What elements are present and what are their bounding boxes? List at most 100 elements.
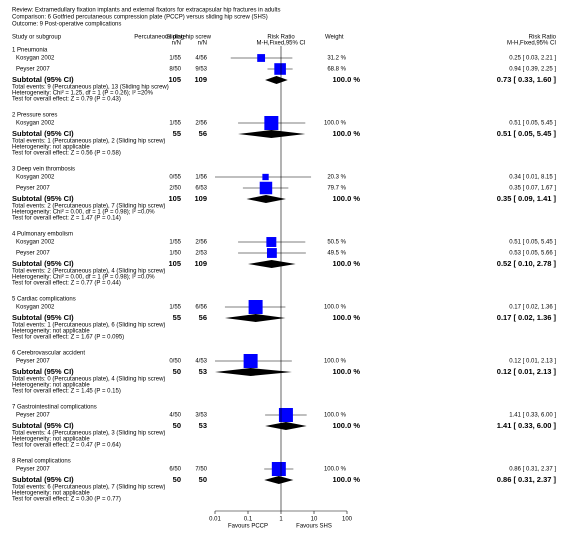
subtotal-n2: 53 [199, 367, 207, 376]
diamond [248, 260, 296, 268]
note: Total events: 9 (Percutaneous plate), 13… [12, 85, 169, 91]
group-title: 6 Cerebrovascular accident [12, 351, 85, 357]
effect-square [259, 181, 273, 195]
diamond [224, 314, 286, 322]
weight: 31.2 % [327, 56, 346, 62]
ci-text: 0.25 [ 0.03, 2.21 ] [509, 56, 556, 62]
x-tick-label: 10 [311, 517, 318, 523]
subtotal-weight: 100.0 % [332, 259, 360, 268]
study-name: Kosygan 2002 [16, 175, 55, 181]
study-name: Peyser 2007 [16, 186, 50, 192]
group-title: 3 Deep vein thrombosis [12, 167, 75, 173]
note: Heterogeneity: Chi² = 0.00, df = 1 (P = … [12, 210, 155, 216]
ci-text: 0.51 [ 0.05, 5.45 ] [509, 121, 556, 127]
left-label: Favours PCCP [228, 524, 268, 530]
effect-square [243, 354, 258, 368]
col-weight: Weight [325, 35, 344, 41]
subtotal-n1: 105 [168, 75, 181, 84]
group-title: 4 Pulmonary embolism [12, 232, 73, 238]
ci-text: 0.86 [ 0.31, 2.37 ] [509, 467, 556, 473]
events-2: 2/56 [195, 121, 207, 127]
study-name: Kosygan 2002 [16, 240, 55, 246]
subtotal-label: Subtotal (95% CI) [12, 313, 74, 322]
col-ci: Risk Ratio [529, 35, 557, 41]
subtotal-ci: 0.73 [ 0.33, 1.60 ] [497, 75, 557, 84]
effect-square [271, 462, 286, 476]
ci-text: 0.12 [ 0.01, 2.13 ] [509, 359, 556, 365]
subtotal-n2: 56 [199, 313, 207, 322]
diamond [238, 130, 306, 138]
note: Heterogeneity: not applicable [12, 145, 90, 151]
effect-square [257, 54, 266, 62]
ci-text: 1.41 [ 0.33, 6.00 ] [509, 413, 556, 419]
subtotal-weight: 100.0 % [332, 75, 360, 84]
note: Test for overall effect: Z = 1.67 (P = 0… [12, 335, 124, 341]
group-title: 7 Gastrointestinal complications [12, 405, 97, 411]
col-group1-sub: n/N [172, 41, 181, 47]
subtotal-ci: 0.51 [ 0.05, 5.45 ] [497, 129, 557, 138]
col-group2: Sliding hip screw [166, 35, 212, 41]
subtotal-weight: 100.0 % [332, 313, 360, 322]
note: Test for overall effect: Z = 0.77 (P = 0… [12, 281, 121, 287]
events-1: 4/50 [169, 413, 181, 419]
col-plot-sub: M-H,Fixed,95% CI [256, 41, 305, 47]
note: Heterogeneity: not applicable [12, 383, 90, 389]
diamond [265, 422, 307, 430]
events-2: 2/56 [195, 240, 207, 246]
effect-square [266, 248, 277, 258]
subtotal-weight: 100.0 % [332, 367, 360, 376]
subtotal-n1: 50 [173, 421, 181, 430]
note: Total events: 2 (Percutaneous plate), 7 … [12, 204, 165, 210]
subtotal-label: Subtotal (95% CI) [12, 259, 74, 268]
events-2: 4/56 [195, 56, 207, 62]
review: Review: Extramedullary fixation implants… [12, 8, 280, 14]
study-name: Peyser 2007 [16, 251, 50, 257]
effect-square [266, 237, 277, 247]
subtotal-n1: 105 [168, 259, 181, 268]
subtotal-label: Subtotal (95% CI) [12, 475, 74, 484]
note: Heterogeneity: not applicable [12, 329, 90, 335]
effect-square [248, 300, 263, 314]
events-2: 6/56 [195, 305, 207, 311]
weight: 79.7 % [327, 186, 346, 192]
subtotal-weight: 100.0 % [332, 194, 360, 203]
subtotal-n1: 55 [173, 313, 181, 322]
note: Total events: 0 (Percutaneous plate), 4 … [12, 377, 165, 383]
events-1: 8/50 [169, 67, 181, 73]
study-name: Peyser 2007 [16, 67, 50, 73]
subtotal-weight: 100.0 % [332, 129, 360, 138]
ci-text: 0.34 [ 0.01, 8.15 ] [509, 175, 556, 181]
events-1: 1/55 [169, 240, 181, 246]
diamond [246, 195, 286, 203]
group-title: 1 Pneumonia [12, 48, 48, 54]
outcome: Outcome: 9 Post-operative complications [12, 22, 121, 28]
x-tick-label: 0.01 [209, 517, 221, 523]
subtotal-n2: 50 [199, 475, 207, 484]
note: Total events: 6 (Percutaneous plate), 7 … [12, 485, 165, 491]
weight: 68.8 % [327, 67, 346, 73]
group-title: 5 Cardiac complications [12, 297, 76, 303]
diamond [265, 76, 288, 84]
weight: 50.5 % [327, 240, 346, 246]
subtotal-ci: 0.17 [ 0.02, 1.36 ] [497, 313, 557, 322]
weight: 100.0 % [324, 467, 347, 473]
subtotal-n1: 55 [173, 129, 181, 138]
subtotal-n2: 109 [194, 194, 207, 203]
events-1: 1/55 [169, 121, 181, 127]
subtotal-n2: 109 [194, 75, 207, 84]
ci-text: 0.94 [ 0.39, 2.25 ] [509, 67, 556, 73]
ci-text: 0.53 [ 0.05, 5.66 ] [509, 251, 556, 257]
events-1: 2/50 [169, 186, 181, 192]
subtotal-weight: 100.0 % [332, 475, 360, 484]
note: Total events: 4 (Percutaneous plate), 3 … [12, 431, 165, 437]
col-study: Study or subgroup [12, 35, 62, 41]
events-1: 0/50 [169, 359, 181, 365]
subtotal-label: Subtotal (95% CI) [12, 421, 74, 430]
note: Test for overall effect: Z = 0.79 (P = 0… [12, 97, 121, 103]
subtotal-label: Subtotal (95% CI) [12, 194, 74, 203]
subtotal-ci: 1.41 [ 0.33, 6.00 ] [497, 421, 557, 430]
events-2: 3/53 [195, 413, 207, 419]
subtotal-n1: 50 [173, 475, 181, 484]
subtotal-n1: 105 [168, 194, 181, 203]
subtotal-ci: 0.12 [ 0.01, 2.13 ] [497, 367, 557, 376]
